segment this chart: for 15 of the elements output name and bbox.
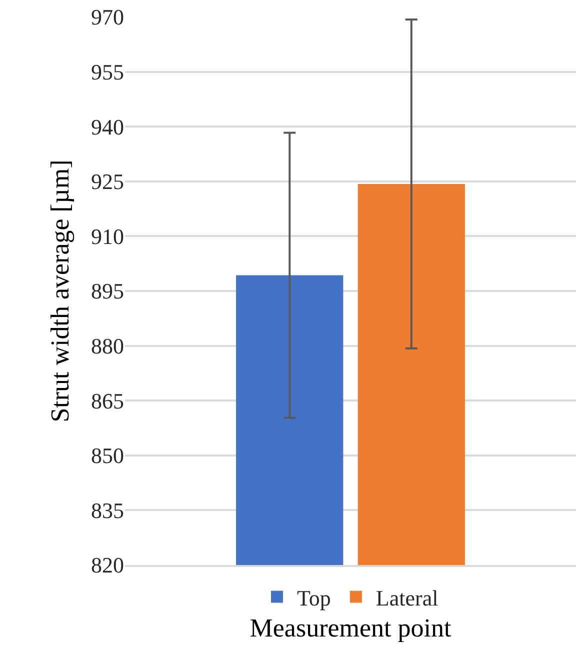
y-tick-label: 940	[91, 114, 124, 140]
y-axis-title: Strut width average [µm]	[45, 160, 74, 422]
y-tick-label: 820	[91, 552, 124, 578]
y-tick-label: 865	[91, 388, 124, 414]
y-tick-label: 895	[91, 278, 124, 304]
y-tick-label: 880	[91, 334, 124, 358]
y-tick-label: 850	[91, 443, 124, 468]
y-tick-label: 925	[91, 169, 124, 194]
y-tick-label: 910	[91, 224, 124, 249]
y-tick-label: 970	[91, 4, 124, 30]
y-tick-label: 835	[91, 498, 124, 523]
x-axis-title: Measurement point	[250, 614, 452, 643]
legend-label: Top	[297, 585, 331, 610]
legend-label: Lateral	[376, 585, 438, 610]
y-tick-label: 955	[91, 60, 124, 84]
